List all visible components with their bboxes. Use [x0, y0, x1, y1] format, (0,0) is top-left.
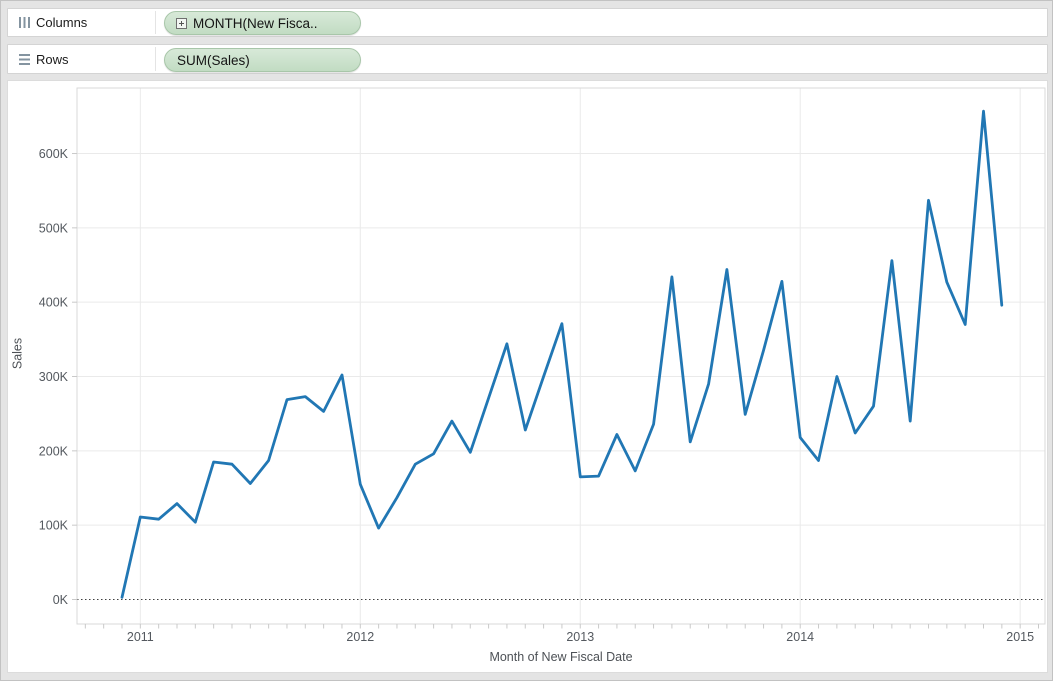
pill-sum-sales[interactable]: SUM(Sales)	[164, 48, 361, 72]
pill-label: MONTH(New Fisca..	[193, 15, 318, 31]
plot-border	[76, 87, 1046, 625]
y-tick-label: 200K	[39, 444, 69, 458]
x-tick-label: 2012	[346, 630, 374, 644]
pill-month-new-fiscal-date[interactable]: MONTH(New Fisca..	[164, 11, 361, 35]
y-tick-label: 300K	[39, 370, 69, 384]
y-tick-label: 400K	[39, 296, 69, 310]
y-tick-label: 100K	[39, 519, 69, 533]
sales-line[interactable]	[120, 109, 1004, 599]
rows-icon	[19, 53, 30, 65]
columns-shelf[interactable]: Columns MONTH(New Fisca..	[7, 8, 1048, 37]
columns-icon	[19, 17, 30, 28]
expand-icon[interactable]	[176, 17, 187, 29]
y-tick-label: 0K	[53, 593, 69, 607]
x-tick-label: 2014	[786, 630, 814, 644]
pill-label: SUM(Sales)	[177, 52, 250, 68]
x-tick-label: 2013	[566, 630, 594, 644]
shelf-divider	[155, 47, 156, 71]
x-tick-label: 2015	[1006, 630, 1034, 644]
rows-shelf-label: Rows	[36, 51, 69, 67]
rows-shelf[interactable]: Rows SUM(Sales)	[7, 44, 1048, 74]
y-tick-label: 500K	[39, 221, 69, 235]
shelf-divider	[155, 11, 156, 34]
columns-shelf-label: Columns	[36, 15, 88, 30]
x-tick-label: 2011	[127, 630, 154, 644]
x-axis-title: Month of New Fiscal Date	[489, 650, 633, 664]
y-tick-label: 600K	[39, 147, 69, 161]
y-axis-title: Sales	[10, 337, 25, 370]
